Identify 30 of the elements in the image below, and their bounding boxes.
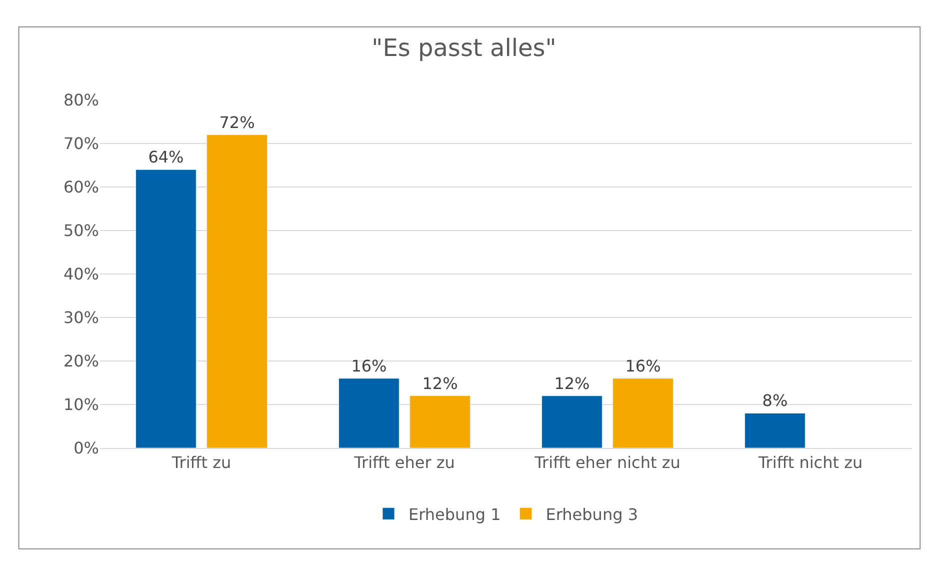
- bar: [136, 169, 196, 448]
- y-tick-label: 50%: [63, 221, 99, 240]
- x-tick-label: Trifft nicht zu: [757, 453, 863, 472]
- data-label: 64%: [148, 148, 184, 167]
- y-tick-label: 40%: [63, 264, 99, 284]
- data-label: 72%: [219, 112, 255, 132]
- data-label: 16%: [625, 356, 661, 376]
- y-tick-label: 10%: [63, 395, 99, 414]
- legend-label: Erhebung 3: [546, 504, 638, 524]
- x-tick-label: Trifft eher zu: [353, 453, 455, 472]
- chart-title: "Es passt alles": [372, 34, 556, 62]
- bar: [744, 412, 806, 448]
- bar: [542, 396, 602, 448]
- data-label: 12%: [422, 374, 458, 393]
- bar: [612, 378, 674, 448]
- bar: [338, 378, 400, 448]
- y-tick-label: 30%: [63, 308, 99, 328]
- y-tick-label: 20%: [63, 352, 99, 371]
- bar: [206, 134, 268, 448]
- data-label: 16%: [351, 356, 387, 376]
- y-tick-label: 70%: [63, 134, 99, 154]
- y-tick-label: 0%: [74, 438, 99, 458]
- y-tick-label: 80%: [63, 90, 99, 110]
- y-tick-label: 60%: [63, 178, 99, 197]
- x-tick-label: Trifft eher nicht zu: [534, 453, 680, 472]
- data-label: 12%: [554, 374, 590, 393]
- data-label: 8%: [762, 391, 788, 410]
- bar: [410, 396, 470, 448]
- legend-label: Erhebung 1: [408, 504, 501, 524]
- x-tick-label: Trifft zu: [170, 453, 232, 472]
